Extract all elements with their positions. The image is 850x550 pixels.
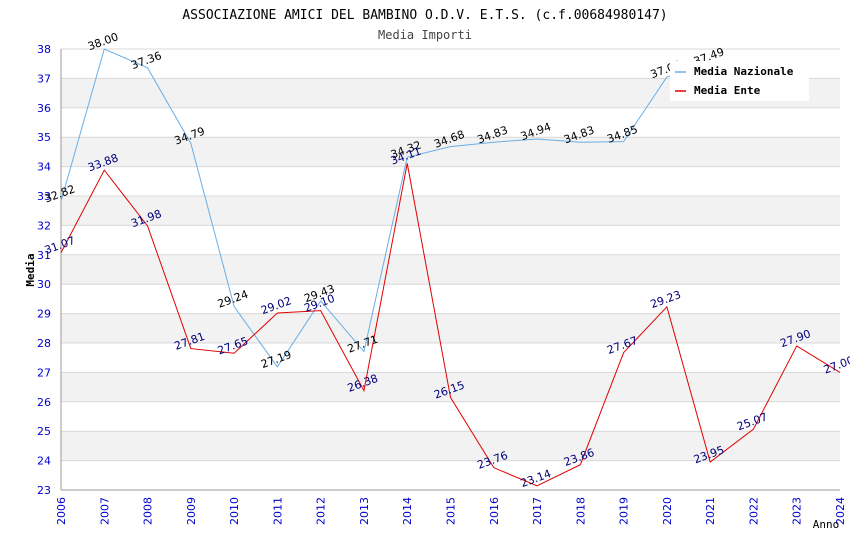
data-label: 37.36 [129,49,163,72]
x-tick-label: 2010 [228,497,241,525]
series-line-media-ente [60,163,841,487]
y-tick-label: 32 [37,219,51,232]
x-tick-label: 2017 [531,497,544,525]
x-tick-label: 2023 [791,497,804,525]
legend-label-media-ente: Media Ente [694,84,761,97]
y-tick-label: 31 [37,249,51,262]
y-axis-title: Media [24,253,37,286]
background-band [61,196,840,226]
background-band [61,254,840,285]
background-band [61,431,840,461]
y-tick-label: 29 [37,308,51,321]
x-tick-label: 2011 [271,497,284,525]
x-tick-label: 2024 [834,497,847,525]
y-tick-label: 25 [37,425,51,438]
y-tick-label: 30 [37,278,51,291]
data-label: 27.19 [259,348,293,371]
chart-title: ASSOCIAZIONE AMICI DEL BAMBINO O.D.V. E.… [182,8,667,23]
legend: Media Nazionale Media Ente [670,61,809,101]
data-label: 23.14 [519,467,553,490]
y-tick-labels: 23 24 25 26 27 28 29 30 31 32 33 34 35 36 37 38 [37,43,51,497]
y-tick-label: 23 [37,484,51,497]
y-tick-label: 38 [37,43,51,56]
x-tick-label: 2019 [618,497,631,525]
data-label: 38.00 [86,30,120,53]
y-tick-label: 33 [37,190,51,203]
data-label: 31.07 [43,234,77,257]
x-tick-labels: 2006 2007 2008 2009 2010 2011 2012 2013 2014 2015… [55,497,847,525]
series-line-media-nazionale [60,48,711,368]
series-lines [60,48,841,487]
y-tick-label: 34 [37,161,51,174]
x-tick-label: 2008 [142,497,155,525]
y-tick-label: 35 [37,131,51,144]
legend-box [670,61,809,101]
y-tick-label: 36 [37,102,51,115]
y-tick-label: 28 [37,337,51,350]
background-bands [61,78,840,461]
x-tick-label: 2018 [574,497,587,525]
x-tick-label: 2021 [704,497,717,525]
y-tick-label: 24 [37,455,51,468]
x-tick-label: 2016 [488,497,501,525]
y-tick-label: 37 [37,72,51,85]
x-tick-label: 2013 [358,497,371,525]
x-axis-title: Anno [813,518,840,531]
x-tick-label: 2014 [401,497,414,525]
y-tick-label: 27 [37,366,51,379]
x-tick-label: 2012 [315,497,328,525]
background-band [61,313,840,343]
x-tick-label: 2009 [185,497,198,525]
x-tick-label: 2020 [661,497,674,525]
legend-label-media-nazionale: Media Nazionale [694,65,794,78]
data-label: 29.24 [216,288,250,311]
x-tick-label: 2022 [747,497,760,525]
y-tick-label: 26 [37,396,51,409]
x-tick-label: 2006 [55,497,68,525]
x-tick-label: 2007 [98,497,111,525]
chart-subtitle: Media Importi [378,28,472,42]
background-band [61,137,840,167]
x-tick-label: 2015 [445,497,458,525]
